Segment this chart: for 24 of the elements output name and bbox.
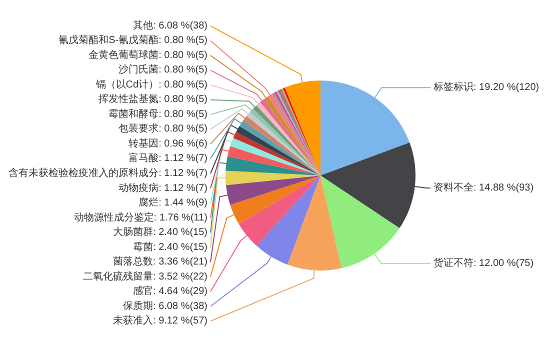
slice-label: 保质期: 6.08 %(38) bbox=[123, 300, 208, 312]
slice-label: 含有未获检验检疫准入的原料成分: 1.12 %(7) bbox=[8, 167, 208, 179]
slice-label: 氰戊菊酯和S-氰戊菊酯: 0.80 %(5) bbox=[58, 34, 208, 46]
slice-label: 镉（以Cd计）: 0.80 %(5) bbox=[94, 78, 208, 90]
slice-label: 富马酸: 1.12 %(7) bbox=[128, 152, 208, 164]
slice-label: 挥发性盐基氮: 0.80 %(5) bbox=[98, 93, 208, 106]
slice-label: 腐烂: 1.44 %(9) bbox=[138, 196, 208, 209]
slice-label: 菌落总数: 3.36 %(21) bbox=[113, 256, 208, 268]
slice-label: 霉菌: 2.40 %(15) bbox=[133, 240, 208, 253]
slice-label: 标签标识: 19.20 %(120) bbox=[432, 81, 540, 94]
slice-label: 金黄色葡萄球菌: 0.80 %(5) bbox=[88, 48, 208, 61]
slice-label: 包装要求: 0.80 %(5) bbox=[118, 122, 208, 135]
slice-label: 未获准入: 9.12 %(57) bbox=[113, 314, 208, 327]
slice-label: 资料不全: 14.88 %(93) bbox=[434, 181, 534, 194]
slice-label: 货证不符: 12.00 %(75) bbox=[434, 257, 534, 270]
slice-label: 沙门氏菌: 0.80 %(5) bbox=[118, 64, 208, 76]
slice-label: 其他: 6.08 %(38) bbox=[133, 19, 208, 32]
slice-label: 动物源性成分鉴定: 1.76 %(11) bbox=[74, 211, 208, 224]
slice-label: 动物疫病: 1.12 %(7) bbox=[118, 182, 208, 194]
slice-label: 二氧化硫残留量: 3.52 %(22) bbox=[83, 270, 208, 282]
slice-label: 转基因: 0.96 %(6) bbox=[128, 137, 208, 150]
slice-label: 大肠菌群: 2.40 %(15) bbox=[113, 226, 208, 238]
slice-label: 霉菌和酵母: 0.80 %(5) bbox=[108, 108, 208, 120]
slice-label: 感官: 4.64 %(29) bbox=[133, 285, 208, 298]
